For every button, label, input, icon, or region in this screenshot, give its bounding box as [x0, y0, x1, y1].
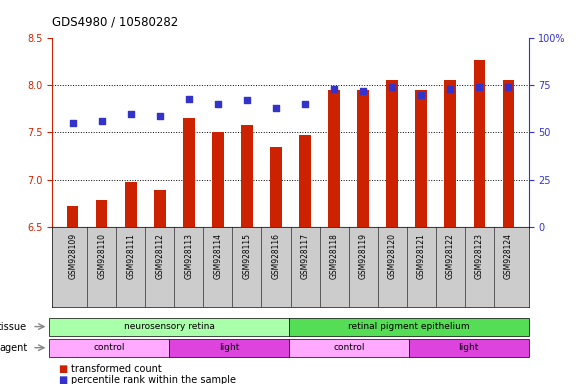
- Text: control: control: [94, 343, 125, 352]
- Bar: [212, 132, 224, 227]
- Bar: [415, 90, 427, 227]
- Text: GSM928112: GSM928112: [155, 233, 164, 279]
- Bar: [270, 147, 282, 227]
- Text: GSM928111: GSM928111: [126, 233, 135, 279]
- Text: control: control: [333, 343, 365, 352]
- FancyBboxPatch shape: [49, 318, 289, 336]
- Bar: [125, 182, 137, 227]
- Text: ■: ■: [58, 375, 67, 384]
- Bar: [328, 90, 340, 227]
- FancyBboxPatch shape: [49, 339, 169, 357]
- Point: [446, 86, 455, 92]
- Point: [504, 84, 513, 90]
- Text: agent: agent: [0, 343, 27, 353]
- Text: GSM928121: GSM928121: [417, 233, 426, 279]
- Point: [97, 118, 106, 124]
- FancyBboxPatch shape: [289, 339, 409, 357]
- Text: GSM928116: GSM928116: [271, 233, 281, 279]
- Text: GSM928124: GSM928124: [504, 233, 513, 279]
- Bar: [503, 80, 514, 227]
- Text: light: light: [458, 343, 479, 352]
- Point: [126, 111, 135, 117]
- Bar: [241, 125, 253, 227]
- Text: neurosensory retina: neurosensory retina: [124, 322, 214, 331]
- Point: [242, 98, 252, 104]
- Text: ■: ■: [58, 364, 67, 374]
- Text: GSM928123: GSM928123: [475, 233, 484, 279]
- Bar: [67, 206, 78, 227]
- Text: GSM928115: GSM928115: [242, 233, 252, 279]
- Point: [388, 84, 397, 90]
- Text: transformed count: transformed count: [71, 364, 162, 374]
- Point: [300, 101, 310, 107]
- Text: GSM928117: GSM928117: [300, 233, 310, 279]
- Point: [271, 105, 281, 111]
- Text: GSM928118: GSM928118: [329, 233, 339, 279]
- Point: [417, 92, 426, 98]
- Bar: [357, 90, 369, 227]
- Bar: [299, 135, 311, 227]
- Text: GSM928122: GSM928122: [446, 233, 455, 279]
- FancyBboxPatch shape: [289, 318, 529, 336]
- Bar: [474, 60, 485, 227]
- Point: [184, 96, 193, 102]
- Text: GSM928114: GSM928114: [213, 233, 223, 279]
- Text: GSM928119: GSM928119: [358, 233, 368, 279]
- Text: GSM928109: GSM928109: [68, 233, 77, 279]
- Point: [213, 101, 223, 107]
- Text: retinal pigment epithelium: retinal pigment epithelium: [348, 322, 469, 331]
- Text: GSM928110: GSM928110: [97, 233, 106, 279]
- Text: GSM928113: GSM928113: [184, 233, 193, 279]
- Point: [475, 84, 484, 90]
- Bar: [183, 118, 195, 227]
- Point: [358, 88, 368, 94]
- Point: [68, 120, 77, 126]
- Bar: [154, 190, 166, 227]
- Point: [155, 113, 164, 119]
- Text: tissue: tissue: [0, 321, 27, 332]
- Bar: [386, 80, 398, 227]
- Text: percentile rank within the sample: percentile rank within the sample: [71, 375, 236, 384]
- Bar: [96, 200, 107, 227]
- FancyBboxPatch shape: [169, 339, 289, 357]
- Text: light: light: [219, 343, 239, 352]
- Point: [329, 86, 339, 92]
- Bar: [444, 80, 456, 227]
- Text: GSM928120: GSM928120: [388, 233, 397, 279]
- Text: GDS4980 / 10580282: GDS4980 / 10580282: [52, 16, 178, 29]
- FancyBboxPatch shape: [409, 339, 529, 357]
